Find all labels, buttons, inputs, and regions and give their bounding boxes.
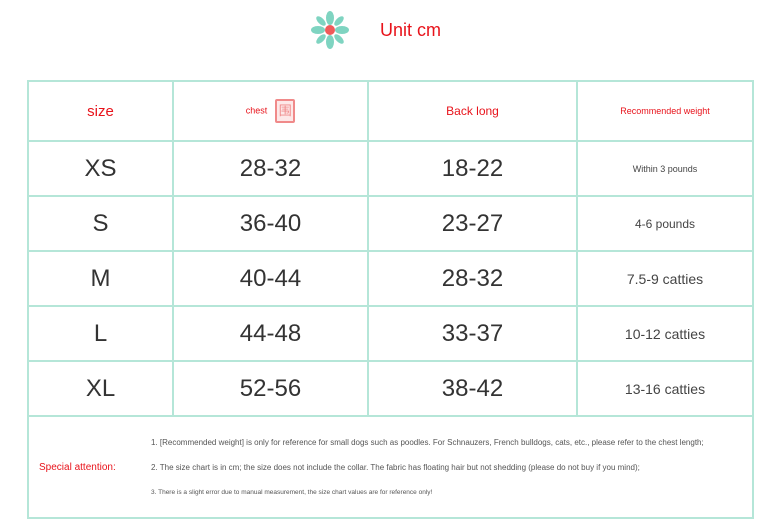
weight-cell: 10-12 catties — [576, 305, 754, 362]
weight-cell: Within 3 pounds — [576, 140, 754, 197]
size-cell: M — [27, 250, 174, 307]
table-row: M 40-44 28-32 7.5-9 catties — [27, 250, 754, 307]
size-cell: L — [27, 305, 174, 362]
header: Unit cm — [310, 10, 441, 50]
header-back-long: Back long — [367, 80, 578, 142]
size-cell: XS — [27, 140, 174, 197]
table-row: L 44-48 33-37 10-12 catties — [27, 305, 754, 362]
note-item: 1. [Recommended weight] is only for refe… — [151, 437, 704, 447]
back-cell: 28-32 — [367, 250, 578, 307]
note-item: 3. There is a slight error due to manual… — [151, 488, 433, 496]
chest-cell: 36-40 — [172, 195, 369, 252]
chest-cell: 40-44 — [172, 250, 369, 307]
notes-row: Special attention: 1. [Recommended weigh… — [27, 415, 754, 519]
header-chest-label: chest — [245, 105, 268, 116]
size-cell: XL — [27, 360, 174, 417]
header-chest: chest 围 — [172, 80, 369, 142]
table-row: XS 28-32 18-22 Within 3 pounds — [27, 140, 754, 197]
table-row: XL 52-56 38-42 13-16 catties — [27, 360, 754, 417]
weight-cell: 13-16 catties — [576, 360, 754, 417]
back-cell: 33-37 — [367, 305, 578, 362]
chest-stamp-icon: 围 — [275, 99, 296, 123]
special-attention-label: Special attention: — [39, 461, 116, 473]
note-item: 2. The size chart is in cm; the size doe… — [151, 462, 640, 472]
notes-cell: Special attention: 1. [Recommended weigh… — [27, 415, 754, 519]
header-row: size chest 围 Back long Recommended weight — [27, 80, 754, 142]
header-size: size — [27, 80, 174, 142]
chest-cell: 28-32 — [172, 140, 369, 197]
size-chart: size chest 围 Back long Recommended weight… — [27, 80, 754, 519]
back-cell: 38-42 — [367, 360, 578, 417]
flower-icon — [311, 11, 349, 49]
weight-cell: 4-6 pounds — [576, 195, 754, 252]
size-cell: S — [27, 195, 174, 252]
chest-cell: 44-48 — [172, 305, 369, 362]
back-cell: 23-27 — [367, 195, 578, 252]
back-cell: 18-22 — [367, 140, 578, 197]
table-row: S 36-40 23-27 4-6 pounds — [27, 195, 754, 252]
chest-cell: 52-56 — [172, 360, 369, 417]
header-weight: Recommended weight — [576, 80, 754, 142]
unit-label: Unit cm — [380, 19, 442, 40]
weight-cell: 7.5-9 catties — [576, 250, 754, 307]
